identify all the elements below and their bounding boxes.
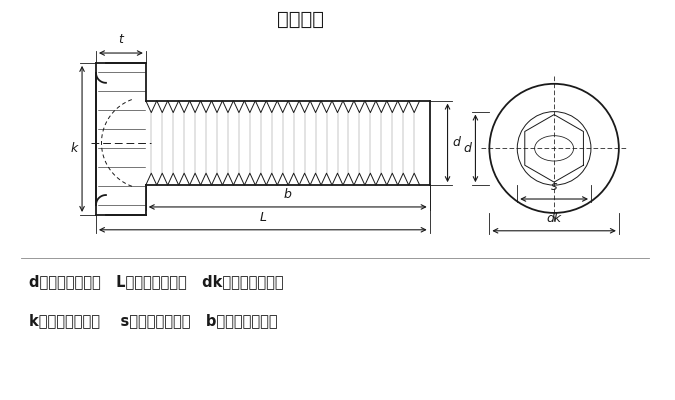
Text: L: L bbox=[259, 211, 267, 224]
Text: k：代表头部厚度    s：代表六角对边   b：代表螺纹长度: k：代表头部厚度 s：代表六角对边 b：代表螺纹长度 bbox=[29, 314, 278, 329]
Text: 产品测量: 产品测量 bbox=[277, 10, 323, 29]
Text: s: s bbox=[551, 180, 558, 193]
Text: d: d bbox=[452, 136, 460, 149]
Text: t: t bbox=[118, 33, 124, 46]
Text: d：代表螺纹直径   L：代表螺杆长度   dk：代表头部直径: d：代表螺纹直径 L：代表螺杆长度 dk：代表头部直径 bbox=[29, 274, 284, 289]
Text: dk: dk bbox=[547, 212, 562, 225]
Text: k: k bbox=[71, 142, 78, 155]
Text: b: b bbox=[284, 188, 292, 201]
Text: d: d bbox=[464, 142, 471, 155]
